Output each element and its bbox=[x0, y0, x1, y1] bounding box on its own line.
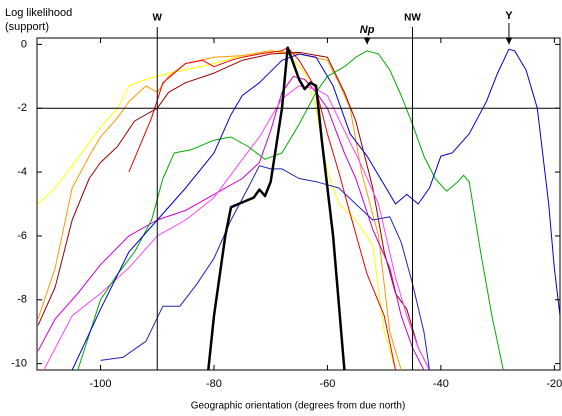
x-tick-label: -100 bbox=[90, 378, 112, 390]
x-tick-label: -40 bbox=[433, 378, 449, 390]
y-axis-title: (support) bbox=[5, 21, 49, 33]
y-tick-label: -4 bbox=[17, 166, 27, 178]
series-line bbox=[77, 50, 504, 370]
annotation-label: Np bbox=[360, 24, 375, 36]
x-tick-label: -20 bbox=[546, 378, 562, 390]
x-axis-title: Geographic orientation (degrees from due… bbox=[191, 401, 406, 412]
x-tick-label: -80 bbox=[206, 378, 222, 390]
y-tick-label: -10 bbox=[11, 358, 27, 370]
series-line bbox=[100, 165, 430, 370]
y-tick-label: -8 bbox=[17, 294, 27, 306]
annotation-label: W bbox=[153, 13, 163, 24]
y-tick-label: -6 bbox=[17, 230, 27, 242]
y-tick-label: 0 bbox=[21, 38, 27, 50]
plot-frame bbox=[36, 37, 561, 371]
series-line bbox=[37, 50, 396, 370]
arrow-head bbox=[363, 37, 371, 45]
series-line bbox=[71, 48, 560, 370]
lines bbox=[37, 46, 560, 370]
y-axis-title: Log likelihood bbox=[5, 7, 72, 19]
series-line bbox=[37, 51, 430, 370]
series-line bbox=[207, 46, 346, 370]
arrow-head bbox=[505, 37, 513, 45]
series-line bbox=[37, 75, 425, 370]
x-tick-label: -60 bbox=[319, 378, 335, 390]
series-line bbox=[128, 47, 396, 370]
annotation-label: NW bbox=[404, 13, 421, 24]
y-tick-label: -2 bbox=[17, 102, 27, 114]
annotation-label: Y bbox=[505, 10, 513, 22]
series-line bbox=[43, 85, 430, 370]
